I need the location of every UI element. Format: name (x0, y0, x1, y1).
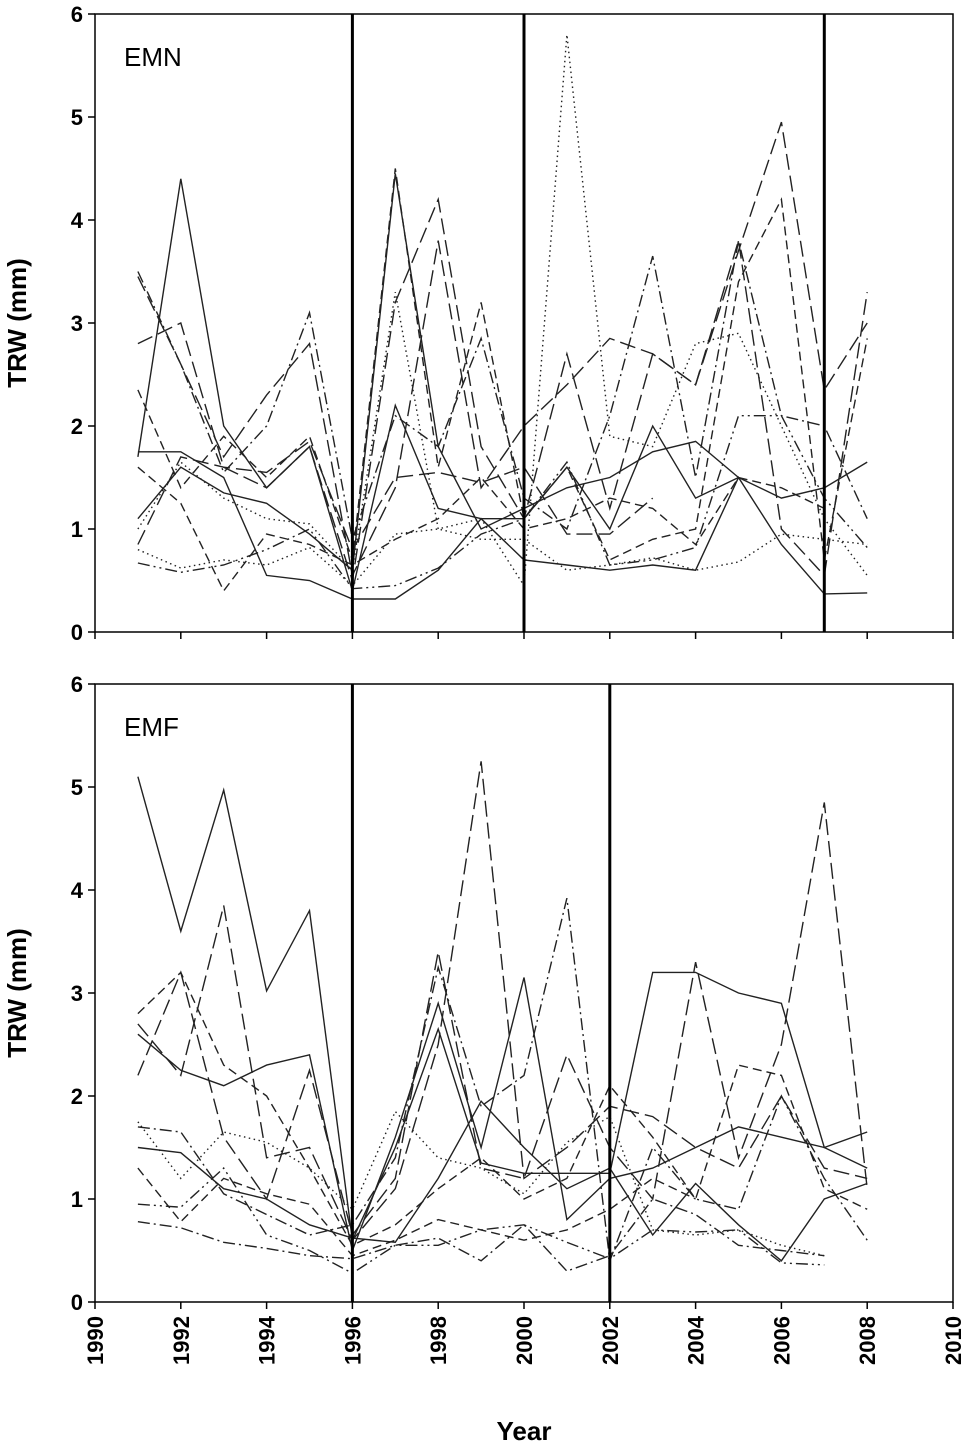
y-tick-label: 3 (71, 311, 83, 336)
series-line-emf-s10 (137, 1198, 825, 1272)
series-line-emf-s2 (137, 977, 868, 1253)
series-line-emn-s11 (137, 466, 825, 593)
y-axis-title-emn: TRW (mm) (2, 258, 32, 388)
series-line-emf-s1 (137, 776, 868, 1243)
series-line-emf-s3 (137, 1100, 868, 1262)
y-ticks-emn: 0 1 2 3 4 5 6 (71, 2, 95, 645)
series-line-emf-s6 (137, 971, 868, 1247)
y-tick-label: 6 (71, 2, 83, 27)
plot-frame-emf (94, 683, 954, 1303)
y-tick-label: 6 (71, 672, 83, 697)
y-tick-label: 4 (71, 208, 84, 233)
panel-label-emf: EMF (124, 712, 179, 742)
panel-emn: EMN TRW (mm) 0 1 2 3 4 5 6 (2, 2, 954, 645)
y-axis-title-emf: TRW (mm) (2, 928, 32, 1058)
series-group-emn (137, 34, 868, 600)
series-line-emn-s10 (137, 528, 868, 587)
x-tick-label: 2004 (684, 1315, 709, 1365)
x-ticks-emn (94, 632, 954, 639)
x-axis-title: Year (497, 1416, 552, 1446)
x-tick-label: 2006 (769, 1316, 794, 1365)
y-tick-label: 1 (71, 517, 83, 542)
x-tick-label: 1994 (255, 1315, 280, 1365)
y-ticks-emf: 0 1 2 3 4 5 6 (71, 672, 95, 1315)
x-ticks-emf: 1990 1992 1994 1996 1998 2000 2002 2004 2006 2008… (83, 1302, 966, 1365)
panel-label-emn: EMN (124, 42, 182, 72)
y-tick-label: 5 (71, 105, 83, 130)
series-line-emn-s4 (137, 196, 868, 581)
y-tick-label: 5 (71, 775, 83, 800)
series-line-emn-s7 (137, 240, 868, 543)
series-line-emn-s2 (137, 451, 868, 600)
y-tick-label: 4 (71, 878, 84, 903)
y-tick-label: 3 (71, 981, 83, 1006)
x-tick-label: 2002 (598, 1316, 623, 1365)
series-line-emn-s12 (137, 440, 654, 552)
x-tick-label: 2008 (855, 1316, 880, 1365)
y-tick-label: 2 (71, 1084, 83, 1109)
y-tick-label: 1 (71, 1187, 83, 1212)
x-tick-label: 2000 (512, 1316, 537, 1365)
series-line-emn-s6 (137, 168, 868, 561)
series-line-emn-s1 (137, 178, 868, 594)
x-tick-label: 1996 (340, 1316, 365, 1365)
series-line-emf-s4 (137, 802, 868, 1237)
series-line-emn-s8 (137, 415, 868, 590)
series-line-emf-s7 (137, 898, 868, 1262)
y-tick-label: 0 (71, 620, 83, 645)
y-tick-label: 2 (71, 414, 83, 439)
x-tick-label: 1992 (169, 1316, 194, 1365)
x-tick-label: 1990 (83, 1316, 108, 1365)
series-group-emf (137, 761, 868, 1275)
event-lines-emn (350, 14, 826, 632)
series-line-emf-s9 (137, 1110, 825, 1257)
series-line-emf-s5 (137, 761, 868, 1242)
x-tick-label: 1998 (426, 1316, 451, 1365)
series-line-emn-s9 (137, 34, 868, 588)
y-tick-label: 0 (71, 1290, 83, 1315)
series-line-emn-s5 (137, 121, 868, 578)
event-lines-emf (350, 684, 612, 1302)
x-tick-label: 2010 (941, 1316, 966, 1365)
series-line-emf-s11 (137, 1167, 696, 1257)
series-line-emn-s3 (137, 173, 739, 572)
